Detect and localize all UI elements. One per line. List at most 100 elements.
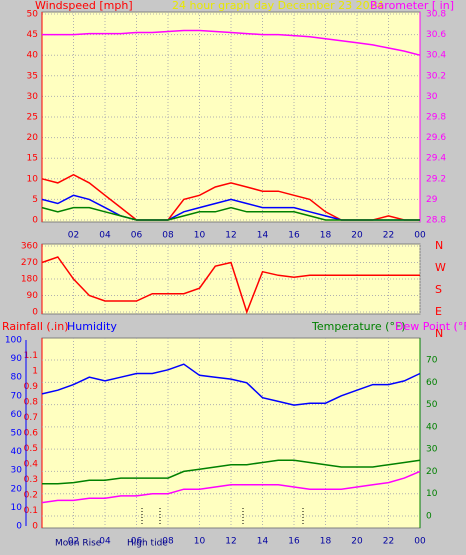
x-tick-label: 08: [162, 537, 174, 547]
direction-label: W: [435, 261, 446, 274]
dewpoint-label: Dew Point (°F): [395, 320, 466, 333]
tick-label: 1: [32, 367, 38, 377]
x-tick-label: 08: [162, 231, 174, 241]
x-tick-label: 00: [414, 537, 426, 547]
x-tick-label: 06: [131, 537, 143, 547]
tick-label: 180: [21, 275, 38, 285]
tick-label: 50: [27, 10, 39, 20]
x-tick-label: 14: [257, 537, 269, 547]
x-tick-label: 02: [68, 537, 79, 547]
x-tick-label: 20: [351, 231, 363, 241]
tick-label: 70: [11, 391, 23, 401]
x-tick-label: 20: [351, 537, 363, 547]
tick-label: 35: [27, 71, 38, 81]
tick-label: 30: [426, 445, 438, 455]
series-line: [41, 363, 421, 406]
rain-label: Rainfall (.in): [2, 320, 69, 333]
x-tick-label: 16: [288, 231, 300, 241]
x-tick-label: 06: [131, 231, 143, 241]
tick-label: 0.7: [24, 413, 38, 423]
direction-label: S: [435, 283, 442, 296]
tick-label: 30.2: [426, 71, 446, 81]
barometer-label: Barometer [ in]: [370, 0, 454, 12]
tick-label: 30: [11, 466, 23, 476]
tick-label: 10: [11, 503, 23, 513]
x-tick-label: 10: [194, 231, 206, 241]
tick-label: 45: [27, 30, 38, 40]
x-tick-label: 16: [288, 537, 300, 547]
x-tick-label: 22: [383, 537, 394, 547]
x-tick-label: 12: [225, 537, 236, 547]
tick-label: 0: [426, 511, 432, 521]
series-line: [41, 256, 420, 315]
temperature-label: Temperature (°F): [311, 320, 406, 333]
tick-label: 29.2: [426, 174, 446, 184]
tick-label: 1.1: [24, 351, 38, 361]
series-line: [42, 459, 421, 485]
tick-label: 20: [27, 133, 39, 143]
tick-label: 90: [27, 291, 39, 301]
tick-label: 5: [32, 195, 38, 205]
tick-label: 0: [32, 522, 38, 532]
tick-label: 0.1: [24, 506, 38, 516]
tick-label: 60: [11, 410, 23, 420]
tick-label: 40: [11, 447, 23, 457]
tick-label: 15: [27, 154, 38, 164]
plot-area: [41, 337, 421, 529]
tick-label: 25: [27, 113, 38, 123]
x-tick-label: 04: [99, 537, 111, 547]
tick-label: 0.3: [24, 475, 38, 485]
tick-label: 50: [426, 400, 438, 410]
tick-label: 29.8: [426, 113, 446, 123]
x-tick-label: 00: [414, 231, 426, 241]
tick-label: 0.2: [24, 491, 38, 501]
tick-label: 90: [11, 354, 23, 364]
tick-label: 0.4: [24, 460, 39, 470]
annotation: Moon Rise: [55, 539, 102, 549]
tick-label: 0: [32, 308, 38, 318]
humidity-label: Humidity: [67, 320, 117, 333]
tick-label: 360: [21, 242, 38, 252]
tick-label: 29.6: [426, 133, 446, 143]
wind-label: Windspeed [mph]: [35, 0, 133, 12]
tick-label: 28.8: [426, 216, 446, 226]
graph-title: 24 hour graph day December 23 2024: [172, 0, 384, 12]
tick-label: 20: [426, 467, 438, 477]
x-tick-label: 10: [194, 537, 206, 547]
tick-label: 29.4: [426, 154, 446, 164]
tick-label: 0.8: [24, 398, 39, 408]
x-tick-label: 12: [225, 231, 236, 241]
tick-label: 80: [11, 373, 23, 383]
tick-label: 70: [426, 356, 438, 366]
x-tick-label: 18: [320, 537, 332, 547]
direction-label: E: [435, 305, 442, 318]
tick-label: 30.6: [426, 30, 446, 40]
tick-label: 40: [27, 51, 39, 61]
tick-label: 30.8: [426, 10, 446, 20]
tick-label: 60: [426, 378, 438, 388]
tick-label: 20: [11, 484, 23, 494]
x-tick-label: 02: [68, 231, 79, 241]
annotation: High tide: [127, 539, 168, 549]
direction-label: N: [435, 327, 443, 340]
tick-label: 30: [27, 92, 39, 102]
x-tick-label: 22: [383, 231, 394, 241]
tick-label: 0: [16, 522, 22, 532]
tick-label: 270: [21, 258, 38, 268]
tick-label: 100: [5, 336, 22, 346]
series-line: [41, 206, 420, 221]
x-tick-label: 14: [257, 231, 269, 241]
direction-label: N: [435, 239, 443, 252]
tick-label: 40: [426, 422, 438, 432]
x-tick-label: 04: [99, 231, 111, 241]
tick-label: 30: [426, 92, 438, 102]
tick-label: 0.5: [24, 444, 38, 454]
tick-label: 10: [426, 489, 438, 499]
series-line: [42, 29, 421, 56]
x-tick-label: 18: [320, 231, 332, 241]
tick-label: 30.4: [426, 51, 446, 61]
tick-label: 50: [11, 429, 23, 439]
tick-label: 29: [426, 195, 438, 205]
tick-label: 0.6: [24, 429, 39, 439]
